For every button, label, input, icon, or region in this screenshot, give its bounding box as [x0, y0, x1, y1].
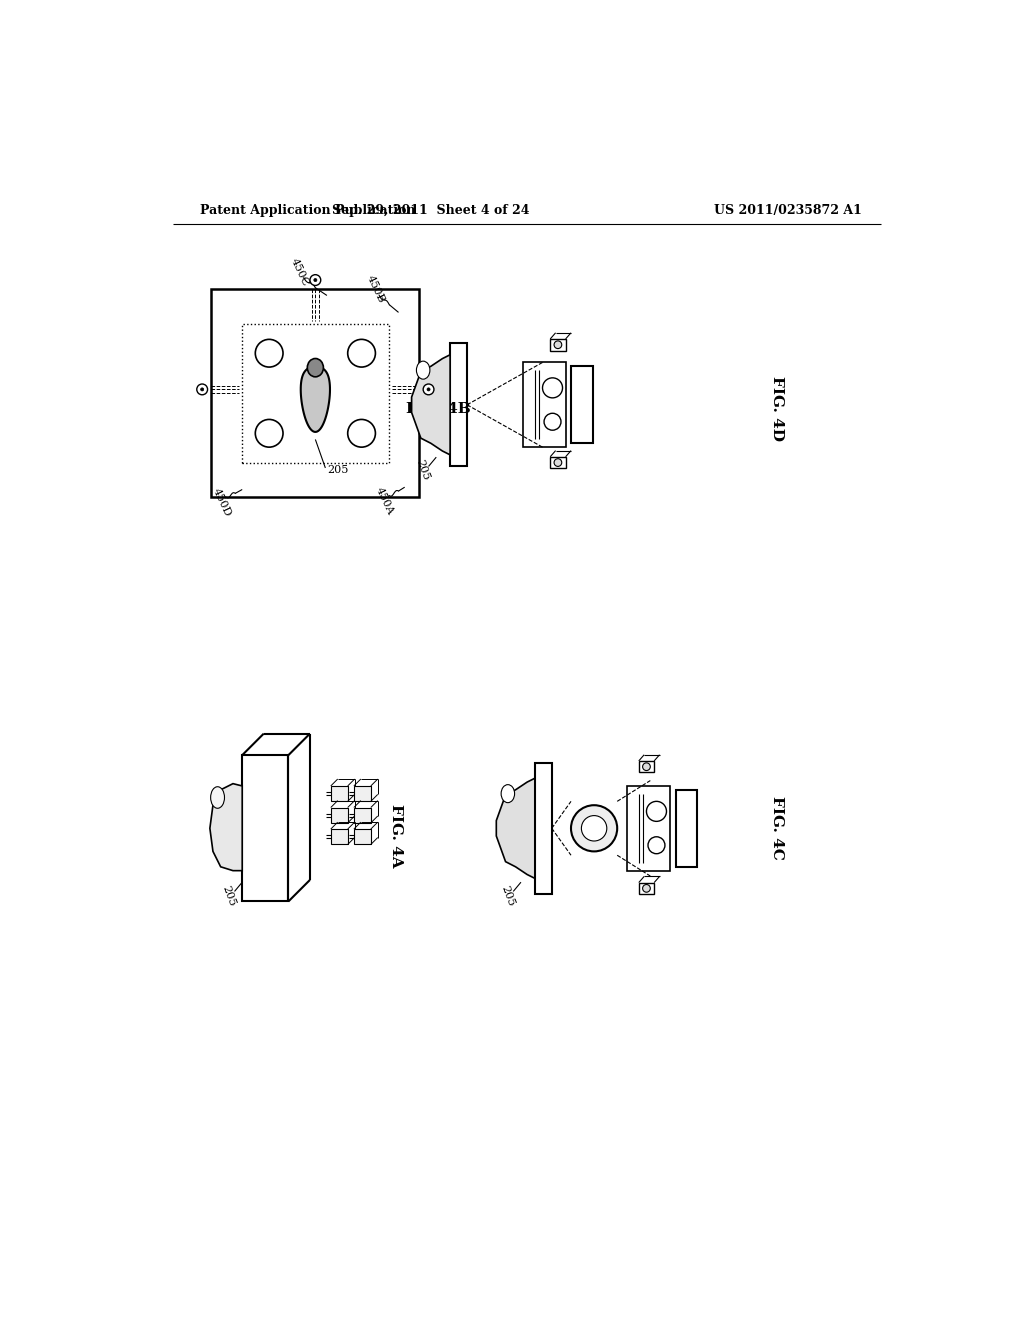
Circle shape: [643, 884, 650, 892]
Circle shape: [646, 801, 667, 821]
Circle shape: [648, 837, 665, 854]
Ellipse shape: [501, 784, 515, 803]
Polygon shape: [412, 355, 451, 455]
Bar: [676, 789, 697, 867]
Text: 450D: 450D: [211, 487, 232, 519]
Circle shape: [255, 420, 283, 447]
Circle shape: [201, 388, 204, 391]
Bar: [628, 785, 670, 871]
Bar: [523, 363, 565, 447]
Circle shape: [348, 339, 376, 367]
Ellipse shape: [307, 359, 324, 376]
Circle shape: [554, 341, 562, 348]
Circle shape: [348, 420, 376, 447]
Circle shape: [255, 339, 283, 367]
Text: 205: 205: [500, 884, 516, 908]
Circle shape: [313, 279, 316, 281]
Bar: [243, 755, 289, 902]
Circle shape: [423, 384, 434, 395]
Text: 205: 205: [327, 465, 348, 475]
Bar: [243, 323, 388, 462]
Text: 450C: 450C: [289, 256, 311, 288]
Bar: [331, 785, 348, 801]
Bar: [451, 343, 467, 466]
Text: FIG. 4A: FIG. 4A: [389, 804, 403, 867]
Text: FIG. 4D: FIG. 4D: [770, 376, 784, 441]
Bar: [354, 808, 371, 822]
Bar: [331, 829, 348, 845]
Bar: [354, 829, 371, 845]
Circle shape: [544, 413, 561, 430]
Circle shape: [582, 816, 607, 841]
Ellipse shape: [211, 787, 224, 808]
Circle shape: [571, 805, 617, 851]
Bar: [354, 785, 371, 801]
Circle shape: [543, 378, 562, 397]
Polygon shape: [210, 784, 243, 871]
Bar: [550, 457, 565, 469]
Text: FIG. 4C: FIG. 4C: [770, 796, 784, 861]
Bar: [211, 289, 419, 498]
Polygon shape: [301, 367, 330, 432]
Polygon shape: [497, 779, 535, 878]
Text: FIG. 4B: FIG. 4B: [407, 401, 471, 416]
Bar: [571, 367, 593, 444]
Text: 450A: 450A: [374, 486, 395, 516]
Circle shape: [197, 384, 208, 395]
Ellipse shape: [417, 362, 430, 379]
Bar: [639, 760, 654, 772]
Bar: [331, 808, 348, 822]
Text: Sep. 29, 2011  Sheet 4 of 24: Sep. 29, 2011 Sheet 4 of 24: [332, 205, 529, 218]
Text: 450B: 450B: [365, 273, 386, 305]
Circle shape: [643, 763, 650, 771]
Text: US 2011/0235872 A1: US 2011/0235872 A1: [714, 205, 862, 218]
Bar: [639, 883, 654, 894]
Circle shape: [427, 388, 430, 391]
Bar: [535, 763, 552, 894]
Text: Patent Application Publication: Patent Application Publication: [200, 205, 416, 218]
Bar: [550, 339, 565, 351]
Circle shape: [554, 459, 562, 466]
Text: 205: 205: [221, 884, 238, 908]
Circle shape: [310, 275, 321, 285]
Text: 205: 205: [415, 458, 431, 482]
